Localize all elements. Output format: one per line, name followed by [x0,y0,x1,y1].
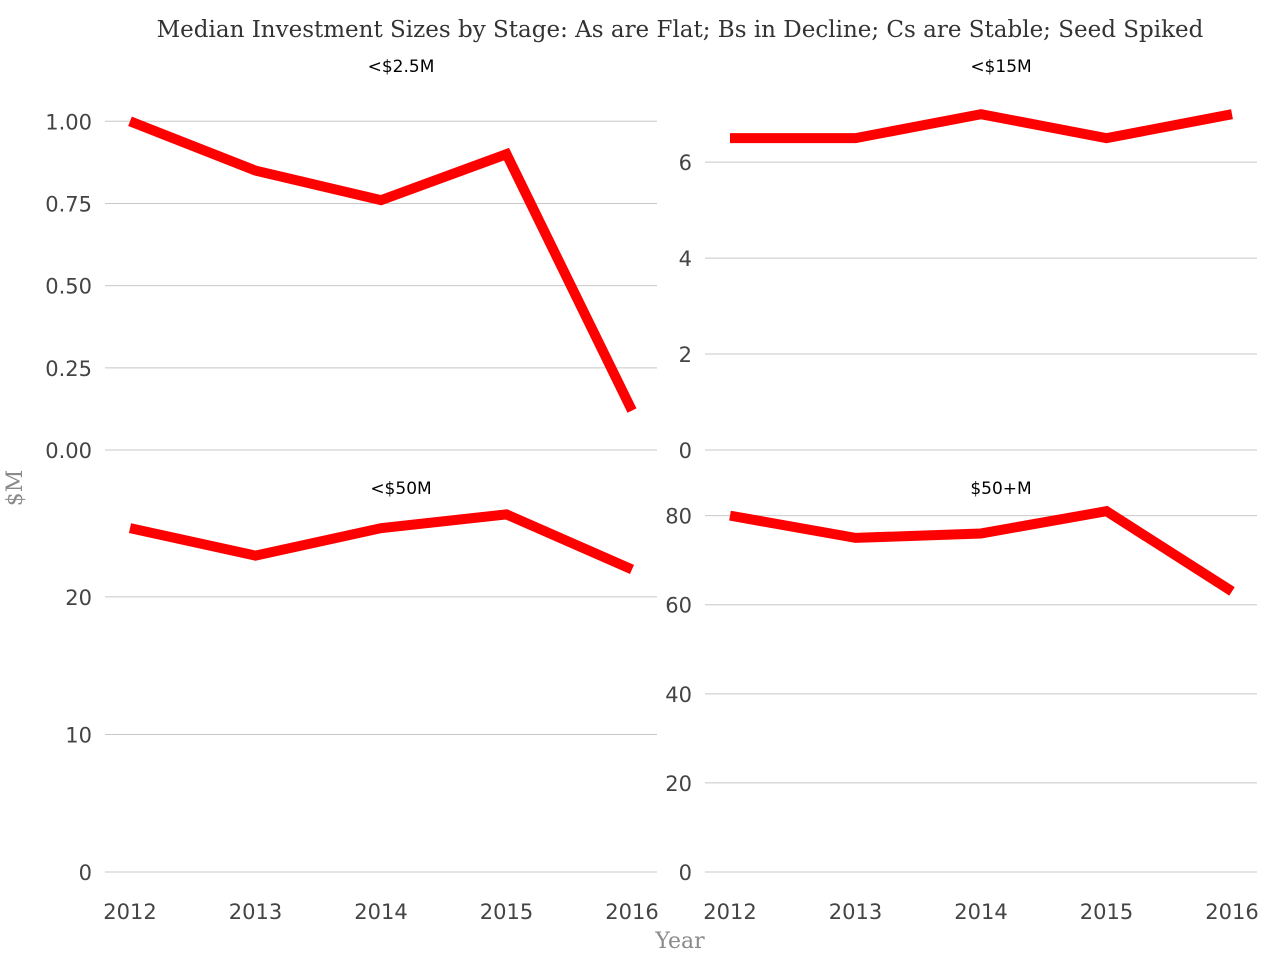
x-tick-label: 2016 [605,900,658,924]
x-tick-label: 2013 [829,900,882,924]
panel-title: <$15M [970,57,1031,77]
series-line [130,514,632,569]
y-tick-label: 0 [679,439,692,463]
y-tick-label: 2 [679,343,692,367]
series-line [130,121,632,410]
x-tick-label: 2012 [703,900,756,924]
panel-4: 0 20 40 60 80 $50+M 2012 2013 2014 2015 2016 [665,479,1258,924]
series-line [730,511,1232,591]
y-tick-label: 10 [65,723,92,747]
x-tick-label: 2012 [103,900,156,924]
y-tick-label: 1.00 [45,110,92,134]
y-tick-label: 80 [665,505,692,529]
x-tick-label: 2015 [480,900,533,924]
panel-title: $50+M [970,479,1031,499]
x-tick-label: 2014 [954,900,1007,924]
panel-2: 0 2 4 6 <$15M [679,57,1257,463]
chart-title: Median Investment Sizes by Stage: As are… [157,17,1204,43]
y-tick-label: 20 [665,772,692,796]
y-tick-label: 0 [679,861,692,885]
y-tick-label: 20 [65,586,92,610]
panels-group: 0.00 0.25 0.50 0.75 1.00 <$2.5M 0 2 4 6 <$15M 0 10 20… [45,57,1258,924]
y-tick-label: 0.25 [45,357,92,381]
x-axis-title: Year [654,929,705,954]
y-tick-label: 0.75 [45,192,92,216]
x-tick-label: 2016 [1205,900,1258,924]
y-tick-label: 0.50 [45,275,92,299]
y-axis-title: $M [3,470,28,507]
panel-1: 0.00 0.25 0.50 0.75 1.00 <$2.5M [45,57,657,463]
y-tick-label: 4 [679,247,692,271]
x-tick-label: 2014 [354,900,407,924]
series-line [730,114,1232,138]
panel-title: <$50M [370,479,431,499]
panel-title: <$2.5M [368,57,435,77]
y-tick-label: 60 [665,594,692,618]
y-tick-label: 40 [665,683,692,707]
y-tick-label: 0.00 [45,439,92,463]
y-tick-label: 6 [679,151,692,175]
x-tick-label: 2013 [229,900,282,924]
panel-3: 0 10 20 <$50M 2012 2013 2014 2015 2016 [65,479,658,924]
x-tick-label: 2015 [1080,900,1133,924]
y-tick-label: 0 [79,861,92,885]
